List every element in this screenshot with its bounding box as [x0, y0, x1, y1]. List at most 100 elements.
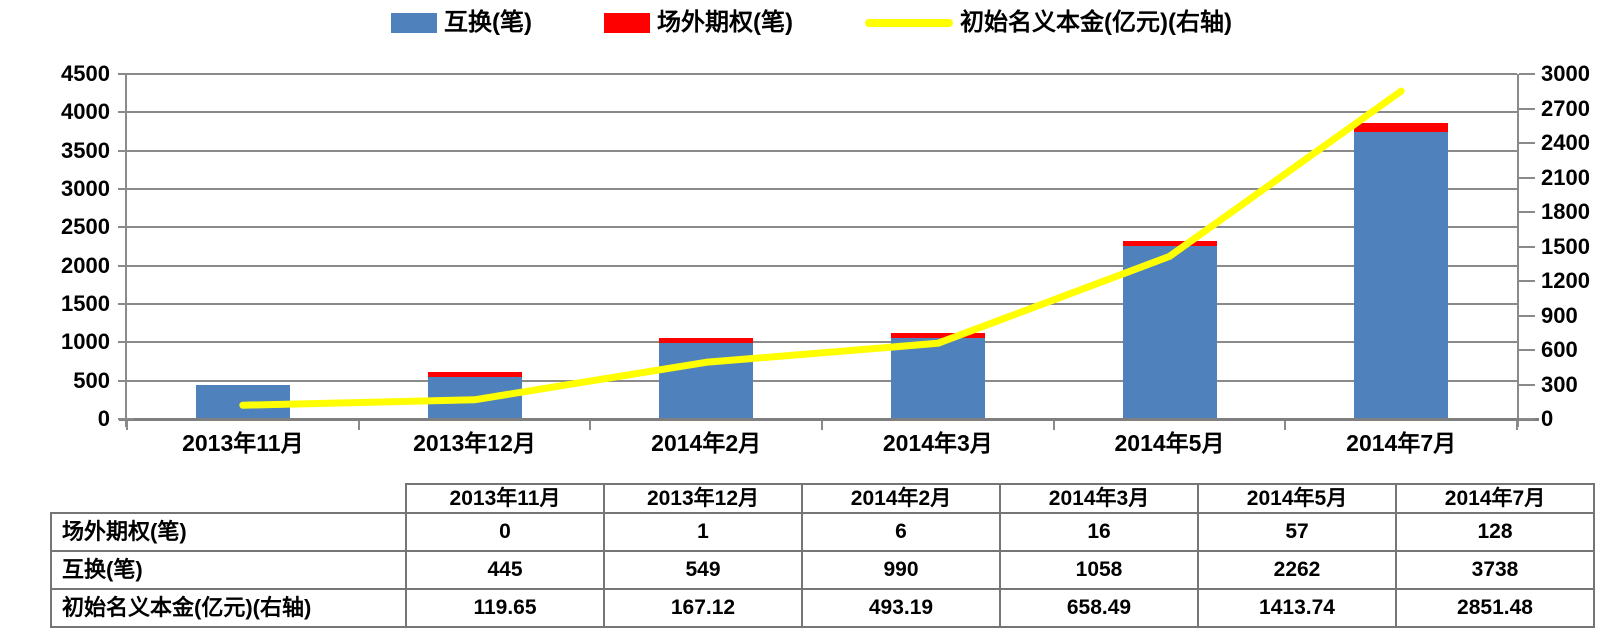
table-cell: 990 — [801, 550, 1001, 590]
y-axis-label-right: 2400 — [1541, 130, 1590, 155]
left-axis-tick — [118, 379, 134, 382]
left-axis-tick — [118, 341, 134, 344]
y-axis-label-right: 900 — [1541, 302, 1578, 328]
gridline — [127, 188, 1517, 190]
table-cell: 2851.48 — [1395, 588, 1595, 628]
y-axis-label-left: 0 — [97, 406, 110, 431]
gridline — [127, 379, 1517, 382]
table-cell: 16 — [999, 512, 1199, 552]
y-axis-label-right: 0 — [1541, 406, 1554, 431]
y-axis-label-left: 2500 — [61, 214, 110, 240]
right-axis-tick — [1519, 245, 1535, 248]
bar-segment-option — [890, 332, 985, 338]
bottom-axis-line — [119, 418, 1539, 421]
notional-line — [239, 87, 1405, 409]
gridline — [127, 341, 1517, 344]
table-cell: 3738 — [1395, 550, 1595, 590]
y-axis-label-left: 3500 — [61, 137, 110, 163]
legend-bar-swatch — [604, 13, 651, 33]
x-axis-labels: 2013年11月 2013年12月 2014年2月 2014年3月 2014年5月 201… — [127, 430, 1517, 460]
right-axis-tick — [1519, 73, 1535, 75]
right-axis-tick — [1519, 107, 1535, 110]
y-axis-label-left: 500 — [73, 367, 110, 393]
table-row: 初始名义本金(亿元)(右轴) 119.65 167.12 493.19 658.49 14… — [50, 588, 1595, 628]
y-axis-label-right: 1800 — [1541, 199, 1590, 224]
gridline — [127, 226, 1517, 229]
right-axis-tick — [1519, 418, 1535, 420]
x-axis-tick — [1052, 421, 1055, 430]
x-axis-tick — [821, 421, 823, 430]
y-axis-label-left: 1500 — [61, 291, 110, 316]
right-axis-tick — [1519, 383, 1535, 386]
table-row: 场外期权(笔) 0 1 6 16 57 128 — [50, 512, 1595, 552]
table-header-cell: 2013年12月 — [603, 483, 803, 514]
table-header-row: 2013年11月 2013年12月 2014年2月 2014年3月 2014年5月 201… — [51, 483, 1595, 514]
legend-label: 初始名义本金(亿元)(右轴) — [960, 9, 1232, 36]
right-axis-tick — [1519, 142, 1535, 144]
left-axis-labels: 0 500 1000 1500 2000 2500 3000 3500 4000 4500 — [0, 62, 110, 431]
table-header-cell: 2014年5月 — [1197, 483, 1397, 514]
chart-legend: 互换(笔) 场外期权(笔) 初始名义本金(亿元)(右轴) — [0, 10, 1623, 36]
right-axis-tick — [1519, 349, 1535, 351]
left-axis-line — [125, 74, 127, 427]
table-cell: 1 — [603, 512, 803, 552]
y-axis-label-right: 3000 — [1541, 61, 1590, 86]
table-cell: 167.12 — [603, 588, 803, 628]
table-cell: 0 — [405, 512, 605, 552]
data-table: 2013年11月 2013年12月 2014年2月 2014年3月 2014年5月 201… — [50, 483, 1595, 628]
right-axis-tick — [1519, 211, 1535, 213]
y-axis-label-left: 1000 — [61, 329, 110, 355]
gridline — [127, 149, 1517, 152]
bar-segment-swap — [659, 343, 754, 419]
bar-segment-swap — [1122, 245, 1217, 419]
gridline — [127, 303, 1517, 305]
x-axis-label: 2013年12月 — [413, 430, 536, 456]
legend-item-1: 场外期权(笔) — [604, 10, 793, 36]
right-axis-line — [1517, 74, 1519, 427]
table-cell: 119.65 — [405, 588, 605, 628]
y-axis-label-right: 600 — [1541, 337, 1578, 362]
x-axis-tick — [357, 421, 360, 430]
x-axis-tick — [126, 421, 128, 430]
table-header-cell: 2014年2月 — [801, 483, 1001, 514]
table-row-label: 初始名义本金(亿元)(右轴) — [50, 588, 407, 628]
legend-label: 场外期权(笔) — [657, 9, 793, 36]
x-axis-tick — [1516, 421, 1518, 430]
x-axis-tick — [589, 421, 592, 430]
x-axis-label: 2014年2月 — [651, 430, 762, 456]
left-axis-tick — [118, 111, 134, 114]
x-axis-label: 2014年3月 — [882, 430, 993, 456]
y-axis-label-left: 4500 — [61, 61, 110, 86]
left-axis-tick — [118, 73, 134, 75]
right-axis-tick — [1519, 314, 1535, 317]
left-axis-tick — [118, 226, 134, 229]
x-axis-tick — [1284, 421, 1287, 430]
table-header-cell: 2014年7月 — [1395, 483, 1595, 514]
y-axis-label-left: 4000 — [61, 99, 110, 125]
table-row-label: 场外期权(笔) — [50, 512, 407, 552]
table-cell: 1058 — [999, 550, 1199, 590]
table-row-label: 互换(笔) — [50, 550, 407, 590]
y-axis-label-right: 1200 — [1541, 268, 1590, 293]
y-axis-label-left: 3000 — [61, 176, 110, 201]
y-axis-label-right: 2100 — [1541, 164, 1590, 190]
left-axis-tick — [118, 303, 134, 305]
x-axis-label: 2013年11月 — [182, 430, 304, 456]
bar-segment-swap — [1354, 132, 1449, 419]
right-axis-tick — [1519, 176, 1535, 179]
plot-area — [118, 73, 1539, 430]
y-axis-label-right: 2700 — [1541, 95, 1590, 121]
table-cell: 57 — [1197, 512, 1397, 552]
gridline — [127, 264, 1517, 267]
left-axis-tick — [118, 149, 134, 152]
table-cell: 128 — [1395, 512, 1595, 552]
right-axis-labels: 0 300 600 900 1200 1500 1800 2100 2400 2700 3000 — [1541, 62, 1623, 431]
legend-item-2: 初始名义本金(亿元)(右轴) — [865, 10, 1232, 36]
y-axis-label-left: 2000 — [61, 252, 110, 278]
x-axis-label: 2014年7月 — [1346, 430, 1457, 456]
left-axis-tick — [118, 264, 134, 267]
table-corner-cell — [51, 484, 406, 513]
table-cell: 493.19 — [801, 588, 1001, 628]
gridline — [127, 73, 1517, 75]
